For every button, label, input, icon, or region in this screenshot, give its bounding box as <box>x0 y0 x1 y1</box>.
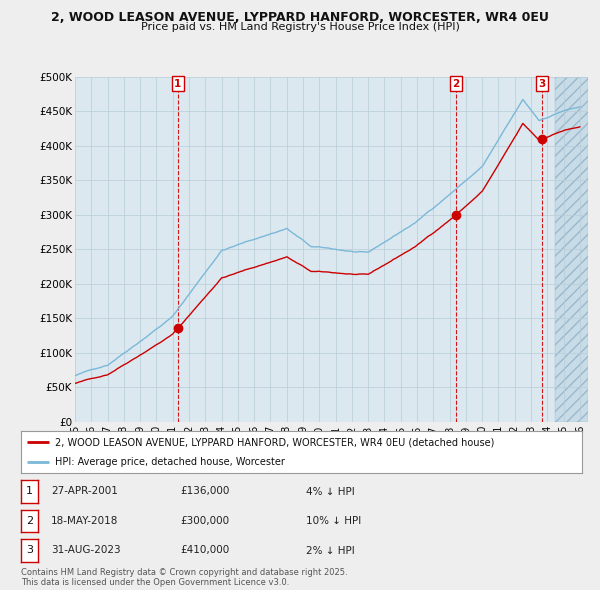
Text: 31-AUG-2023: 31-AUG-2023 <box>51 546 121 555</box>
Text: £410,000: £410,000 <box>180 546 229 555</box>
Text: 2, WOOD LEASON AVENUE, LYPPARD HANFORD, WORCESTER, WR4 0EU: 2, WOOD LEASON AVENUE, LYPPARD HANFORD, … <box>51 11 549 24</box>
Text: 1: 1 <box>175 79 182 88</box>
Bar <box>556 77 588 422</box>
Text: 10% ↓ HPI: 10% ↓ HPI <box>306 516 361 526</box>
Text: 2% ↓ HPI: 2% ↓ HPI <box>306 546 355 555</box>
Text: Price paid vs. HM Land Registry's House Price Index (HPI): Price paid vs. HM Land Registry's House … <box>140 22 460 32</box>
Text: £136,000: £136,000 <box>180 487 229 496</box>
Bar <box>556 77 588 422</box>
Text: 4% ↓ HPI: 4% ↓ HPI <box>306 487 355 496</box>
Text: HPI: Average price, detached house, Worcester: HPI: Average price, detached house, Worc… <box>55 457 284 467</box>
Text: Contains HM Land Registry data © Crown copyright and database right 2025.
This d: Contains HM Land Registry data © Crown c… <box>21 568 347 587</box>
Text: 1: 1 <box>26 487 33 496</box>
Text: £300,000: £300,000 <box>180 516 229 526</box>
Text: 2: 2 <box>26 516 33 526</box>
Text: 3: 3 <box>26 546 33 555</box>
Text: 2: 2 <box>452 79 460 88</box>
Text: 3: 3 <box>538 79 545 88</box>
Text: 27-APR-2001: 27-APR-2001 <box>51 487 118 496</box>
Text: 2, WOOD LEASON AVENUE, LYPPARD HANFORD, WORCESTER, WR4 0EU (detached house): 2, WOOD LEASON AVENUE, LYPPARD HANFORD, … <box>55 437 494 447</box>
Text: 18-MAY-2018: 18-MAY-2018 <box>51 516 118 526</box>
